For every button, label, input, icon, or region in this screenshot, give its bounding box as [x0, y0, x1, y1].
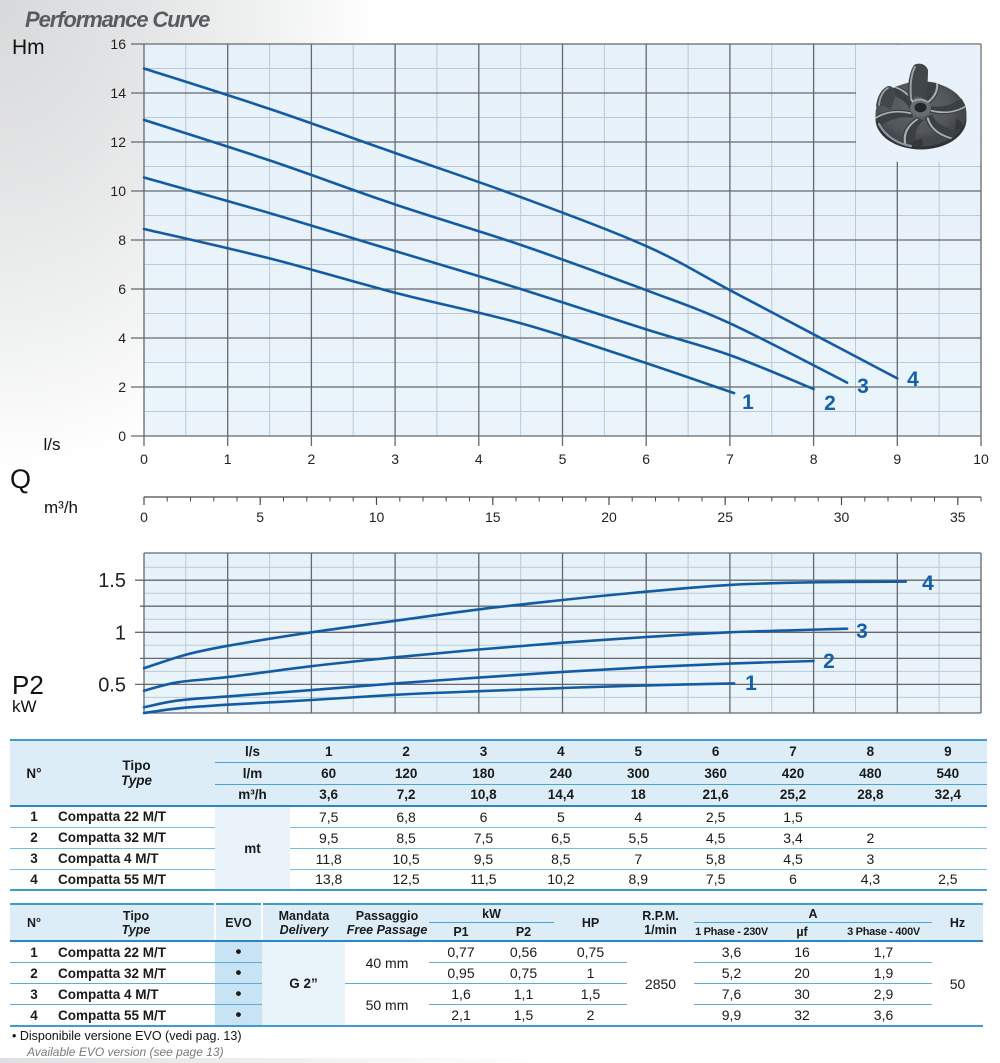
- svg-text:8: 8: [118, 232, 126, 248]
- svg-text:1: 1: [115, 622, 126, 644]
- svg-text:l/s: l/s: [44, 435, 61, 454]
- svg-text:14: 14: [110, 85, 126, 101]
- svg-text:7: 7: [726, 451, 734, 467]
- svg-text:1: 1: [742, 391, 754, 414]
- svg-text:3: 3: [856, 620, 868, 643]
- svg-text:35: 35: [950, 509, 966, 525]
- svg-text:3: 3: [391, 451, 399, 467]
- svg-text:Hm: Hm: [12, 36, 45, 59]
- svg-text:2: 2: [308, 451, 316, 467]
- svg-text:4: 4: [118, 330, 126, 346]
- svg-text:P2: P2: [12, 670, 44, 700]
- svg-text:0: 0: [118, 428, 126, 444]
- svg-text:3: 3: [857, 375, 869, 398]
- svg-text:2: 2: [824, 392, 836, 415]
- svg-text:10: 10: [369, 509, 385, 525]
- svg-text:0.5: 0.5: [98, 674, 126, 696]
- svg-text:10: 10: [973, 451, 989, 467]
- svg-text:5: 5: [559, 451, 567, 467]
- svg-text:0: 0: [140, 451, 148, 467]
- svg-text:1: 1: [745, 672, 757, 695]
- svg-text:5: 5: [256, 509, 264, 525]
- svg-text:10: 10: [110, 183, 126, 199]
- svg-text:15: 15: [485, 509, 501, 525]
- svg-text:1: 1: [224, 451, 232, 467]
- svg-text:25: 25: [717, 509, 733, 525]
- svg-text:8: 8: [810, 451, 818, 467]
- svg-text:20: 20: [601, 509, 617, 525]
- svg-text:12: 12: [110, 134, 126, 150]
- svg-text:30: 30: [834, 509, 850, 525]
- svg-text:kW: kW: [12, 697, 37, 716]
- svg-text:2: 2: [823, 650, 835, 673]
- svg-text:4: 4: [922, 572, 934, 595]
- svg-text:m³/h: m³/h: [44, 498, 78, 517]
- svg-text:16: 16: [110, 36, 126, 52]
- svg-text:0: 0: [140, 509, 148, 525]
- svg-text:1.5: 1.5: [98, 570, 126, 592]
- svg-text:6: 6: [642, 451, 650, 467]
- svg-text:6: 6: [118, 281, 126, 297]
- svg-text:4: 4: [475, 451, 483, 467]
- svg-text:4: 4: [907, 368, 919, 391]
- svg-text:Q: Q: [10, 464, 31, 494]
- svg-text:2: 2: [118, 379, 126, 395]
- svg-text:9: 9: [893, 451, 901, 467]
